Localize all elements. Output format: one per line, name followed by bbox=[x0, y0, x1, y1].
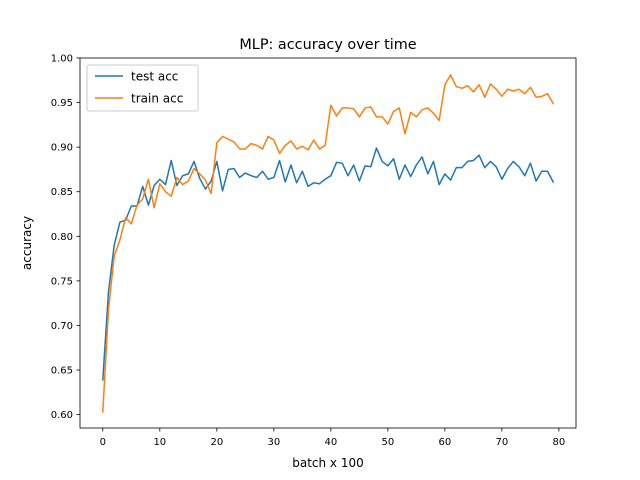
y-tick-label: 0.65 bbox=[51, 366, 73, 377]
y-tick-label: 0.90 bbox=[51, 143, 73, 154]
y-tick-label: 0.95 bbox=[51, 98, 73, 109]
x-axis-label: batch x 100 bbox=[292, 456, 364, 470]
x-tick-label: 60 bbox=[439, 437, 452, 448]
x-tick-label: 20 bbox=[210, 437, 223, 448]
x-tick-label: 10 bbox=[153, 437, 166, 448]
legend-label-train-acc: train acc bbox=[131, 92, 183, 106]
x-tick-label: 80 bbox=[553, 437, 566, 448]
y-tick-label: 0.75 bbox=[51, 276, 73, 287]
series-line-test-acc bbox=[102, 147, 555, 381]
series-layer bbox=[102, 74, 555, 413]
chart-title: MLP: accuracy over time bbox=[239, 37, 416, 53]
y-tick-label: 0.70 bbox=[51, 321, 73, 332]
plot-area bbox=[80, 58, 576, 428]
x-tick-label: 70 bbox=[496, 437, 509, 448]
legend: test acc train acc bbox=[86, 64, 199, 112]
x-tick-label: 40 bbox=[324, 437, 337, 448]
y-tick-label: 1.00 bbox=[51, 54, 73, 65]
y-tick-label: 0.60 bbox=[51, 410, 73, 421]
x-tick-label: 30 bbox=[267, 437, 280, 448]
y-axis-label: accuracy bbox=[20, 216, 34, 270]
x-tick-label: 0 bbox=[100, 437, 106, 448]
axes-frame bbox=[79, 57, 577, 429]
x-axis-ticks: 0 10 20 30 40 50 60 70 80 bbox=[100, 428, 566, 448]
legend-label-test-acc: test acc bbox=[131, 70, 178, 84]
y-axis-ticks: 0.60 0.65 0.70 0.75 0.80 0.85 0.90 0.95 1.00 bbox=[51, 54, 80, 421]
y-tick-label: 0.80 bbox=[51, 232, 73, 243]
y-tick-label: 0.85 bbox=[51, 187, 73, 198]
x-tick-label: 50 bbox=[381, 437, 394, 448]
series-line-train-acc bbox=[102, 74, 555, 413]
